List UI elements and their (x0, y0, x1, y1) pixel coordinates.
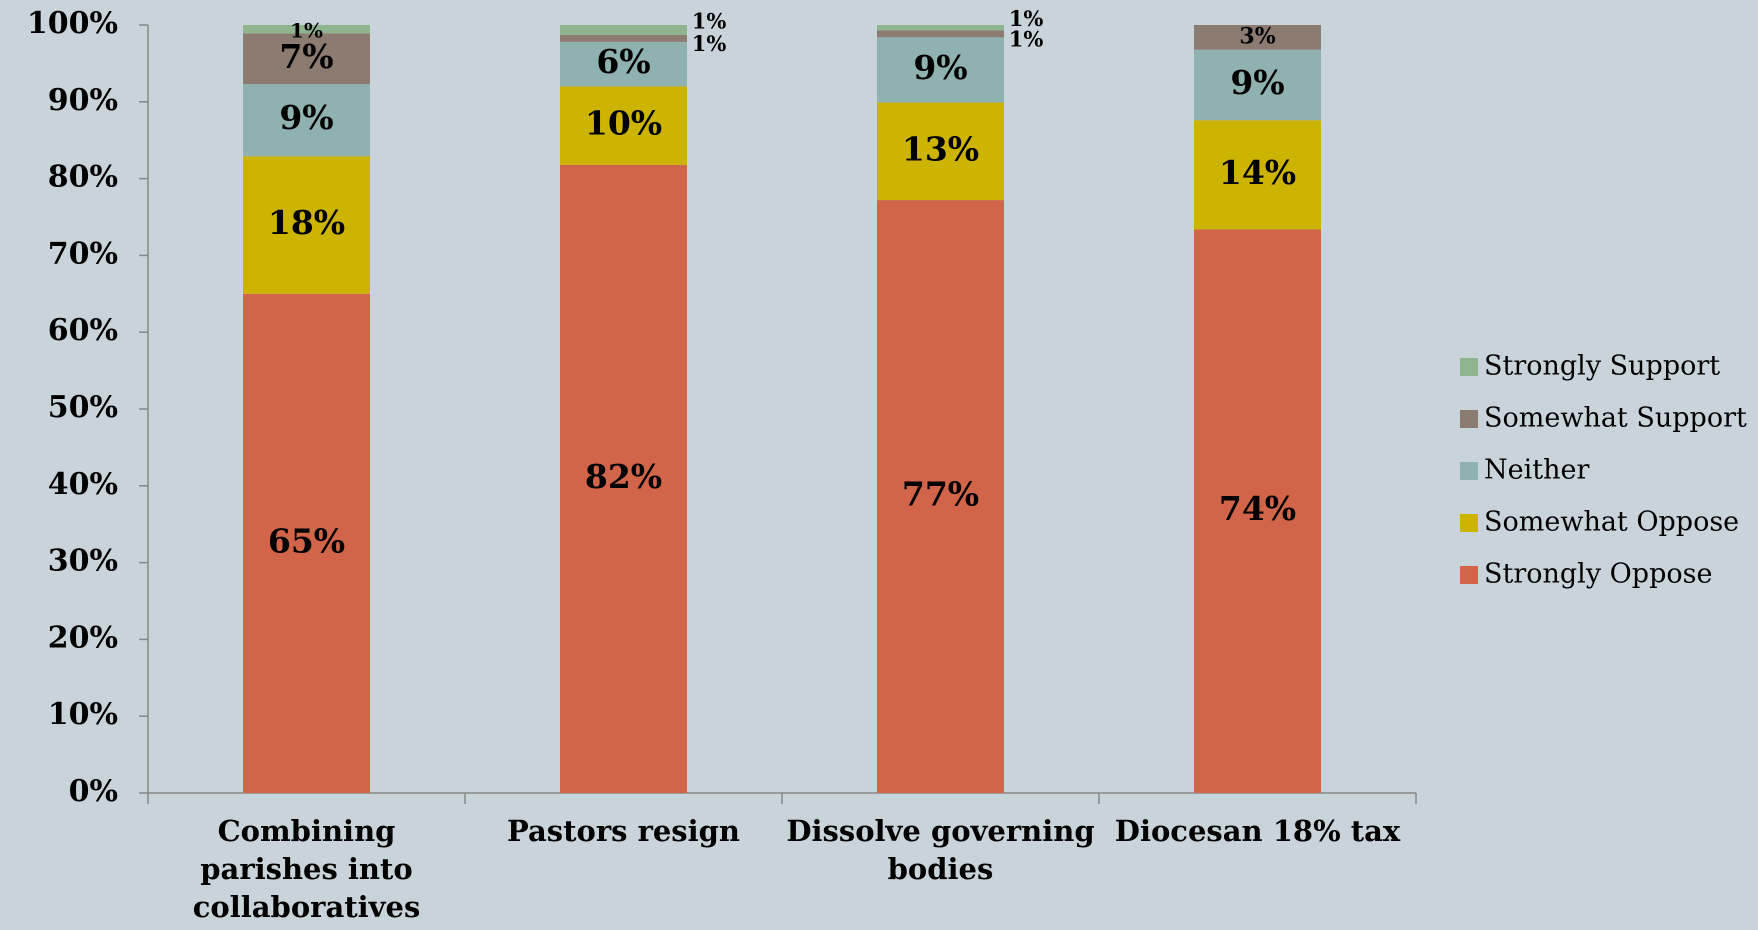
data-label: 7% (279, 37, 333, 76)
bar-segment (877, 25, 1004, 31)
x-label-box: Dissolve governing bodies (786, 814, 1095, 886)
bar-segment (877, 102, 1004, 201)
legend-label: Somewhat Oppose (1484, 507, 1739, 538)
x-label-box: Diocesan 18% tax (1114, 814, 1401, 848)
x-tick-label: Diocesan 18% tax (1114, 814, 1401, 848)
legend-label: Neither (1484, 455, 1589, 486)
bar-segment (560, 164, 687, 793)
legend-label: Somewhat Support (1484, 403, 1747, 434)
y-tick-label: 100% (27, 6, 118, 41)
y-tick-label: 50% (48, 390, 118, 425)
y-tick-label: 80% (48, 160, 118, 195)
data-label: 10% (585, 104, 662, 143)
data-label: 77% (902, 475, 979, 514)
data-label: 9% (279, 98, 333, 137)
bar-segment (1194, 49, 1321, 121)
y-tick-label: 30% (48, 544, 118, 579)
bar-segment (243, 156, 370, 294)
y-tick-label: 70% (48, 236, 118, 271)
y-tick-label: 20% (48, 620, 118, 655)
x-tick-label: Dissolve governing bodies (786, 814, 1095, 886)
bar-segment (877, 37, 1004, 103)
x-tick-label: Combining parishes into collaboratives (192, 814, 421, 924)
legend-swatch (1460, 514, 1478, 532)
data-label: 65% (268, 521, 345, 560)
data-label: 14% (1219, 153, 1296, 192)
data-label: 74% (1219, 489, 1296, 528)
bar-segment (560, 25, 687, 35)
bar-segment (1194, 25, 1321, 50)
bar-segment (243, 33, 370, 85)
legend-swatch (1460, 462, 1478, 480)
y-tick-label: 0% (69, 774, 118, 809)
y-tick-label: 10% (48, 697, 118, 732)
data-label: 82% (585, 457, 662, 496)
data-label: 1% (1009, 6, 1044, 31)
data-label: 9% (913, 48, 967, 87)
bar-segment (243, 25, 370, 34)
y-tick-label: 90% (48, 83, 118, 118)
x-label-box: Pastors resign (506, 814, 741, 848)
bar-segment (560, 34, 687, 42)
data-label: 13% (902, 129, 979, 168)
y-tick-label: 40% (48, 467, 118, 502)
data-label: 6% (596, 42, 650, 81)
data-label: 1% (290, 19, 323, 43)
data-label: 3% (1239, 23, 1275, 49)
data-label: 1% (1009, 26, 1044, 51)
bar-segment (877, 30, 1004, 38)
data-label: 1% (692, 31, 727, 56)
legend-swatch (1460, 410, 1478, 428)
data-label: 18% (268, 203, 345, 242)
bar-segment (877, 200, 1004, 793)
x-label-box: Combining parishes into collaboratives (192, 814, 421, 924)
legend-label: Strongly Support (1484, 351, 1720, 382)
data-label: 9% (1230, 63, 1284, 102)
legend-swatch (1460, 566, 1478, 584)
x-tick-label: Pastors resign (506, 814, 741, 848)
legend-label: Strongly Oppose (1484, 559, 1712, 590)
bar-segment (1194, 120, 1321, 230)
bar-segment (560, 86, 687, 165)
bar-segment (1194, 229, 1321, 794)
bar-segment (243, 293, 370, 793)
legend-swatch (1460, 358, 1478, 376)
y-tick-label: 60% (48, 313, 118, 348)
data-label: 1% (692, 8, 727, 33)
bar-segment (560, 41, 687, 87)
bar-segment (243, 84, 370, 157)
